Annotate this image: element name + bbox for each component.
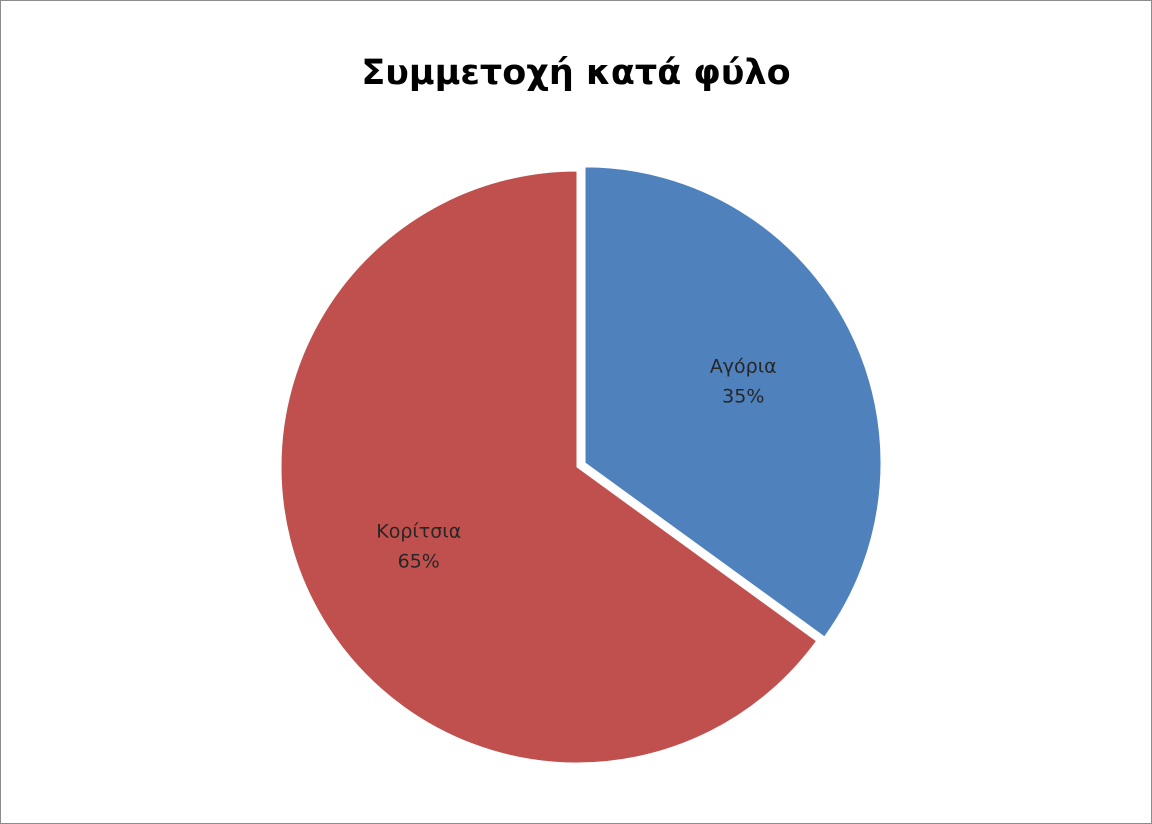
pie-slice-2 [280,170,818,764]
slice-label-percent: 65% [398,551,440,573]
chart-title: Συμμετοχή κατά φύλο [361,53,791,93]
pie-slice-1 [584,166,882,638]
slice-label-percent: 35% [722,385,764,407]
slice-label-category: Κορίτσια [376,521,461,543]
slice-label-category: Αγόρια [710,355,777,377]
